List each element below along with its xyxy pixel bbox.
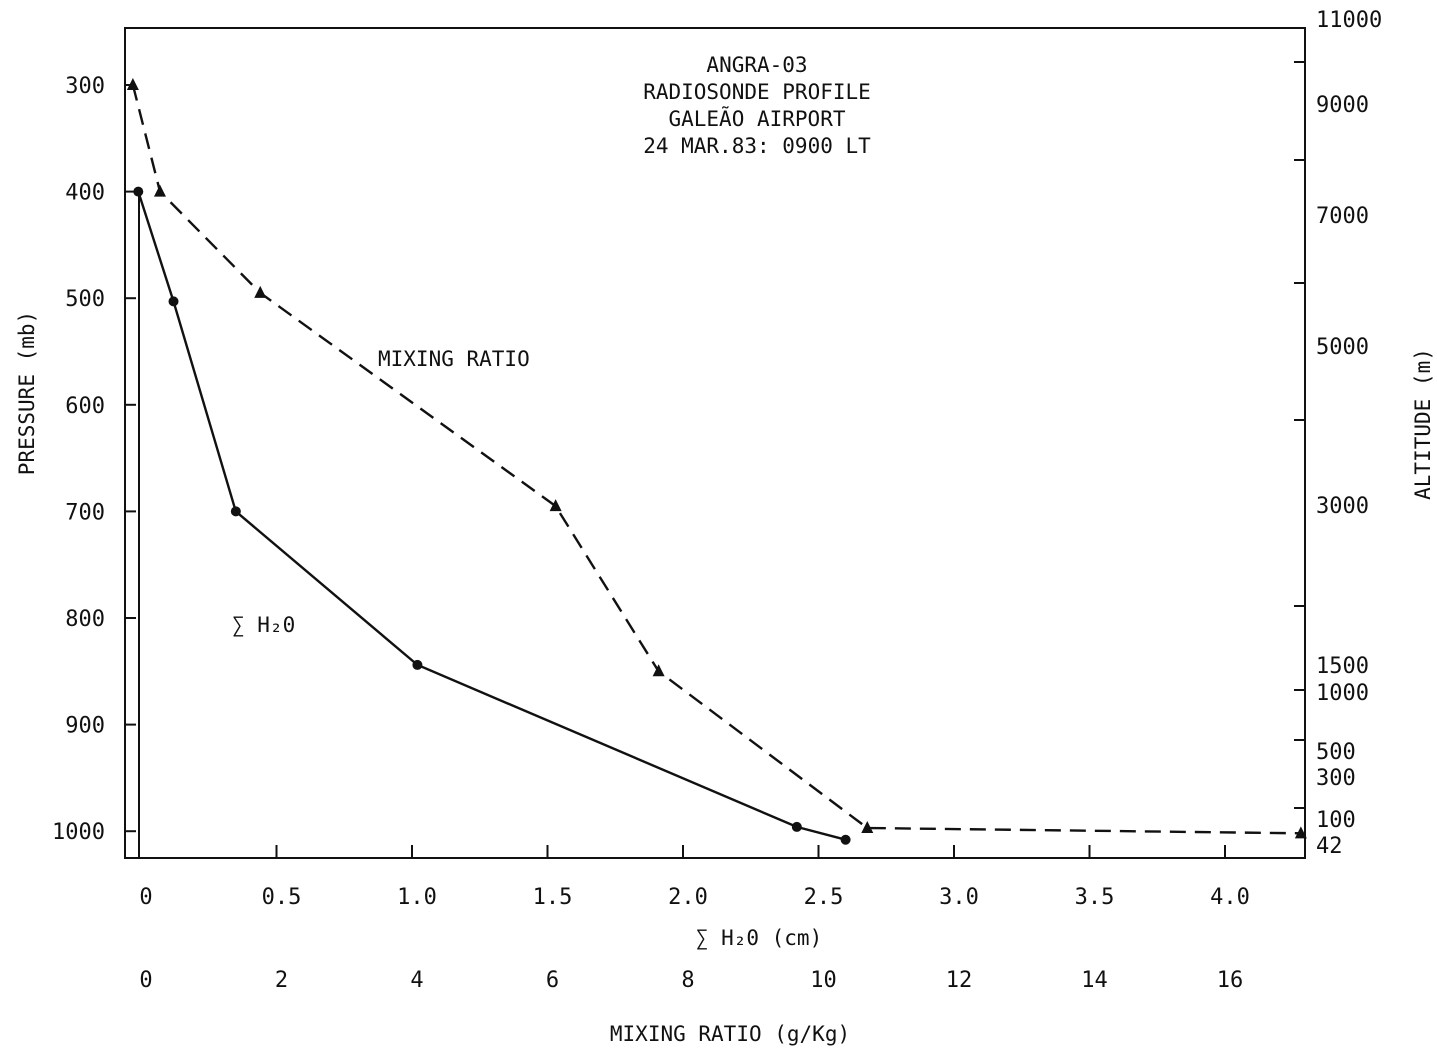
left-tick-label: 600 <box>65 394 105 419</box>
x-primary-tick-label: 3.0 <box>939 885 979 910</box>
chart-title-line-2: RADIOSONDE PROFILE <box>643 80 871 104</box>
x-primary-tick-label: 1.0 <box>397 885 437 910</box>
right-tick-label: 42 <box>1316 834 1343 859</box>
mixing-ratio-point <box>652 664 665 677</box>
sum-h2o-point <box>168 296 179 307</box>
left-axis-ticks: 300 400 500 600 700 800 900 1000 <box>52 74 136 845</box>
left-axis-title: PRESSURE (mb) <box>15 311 39 475</box>
x-axis-primary-title: ∑ H₂0 (cm) <box>696 926 822 950</box>
left-tick-label: 1000 <box>52 820 105 845</box>
right-tick-label: 300 <box>1316 766 1356 791</box>
mixing-ratio-point <box>861 821 874 834</box>
x-secondary-tick-label: 6 <box>546 968 559 993</box>
right-axis-title: ALTITUDE (m) <box>1411 348 1435 500</box>
right-tick-label: 100 <box>1316 808 1356 833</box>
x-primary-tick-label: 2.5 <box>804 885 844 910</box>
mixing-ratio-annotation: MIXING RATIO <box>378 347 530 371</box>
mixing-ratio-point <box>254 285 267 298</box>
left-tick-label: 500 <box>65 287 105 312</box>
x-axis-ticks: 0 0.5 1.0 1.5 2.0 2.5 3.0 3.5 4.0 0 2 4 6 8 10 12 14 16 <box>139 845 1250 993</box>
sum-h2o-point <box>230 506 241 517</box>
x-secondary-tick-label: 10 <box>810 968 837 993</box>
right-tick-label: 500 <box>1316 740 1356 765</box>
mixing-ratio-line <box>131 84 1301 835</box>
sum-h2o-point <box>133 186 144 197</box>
x-secondary-tick-label: 4 <box>410 968 423 993</box>
x-secondary-tick-label: 2 <box>275 968 288 993</box>
right-tick-label: 5000 <box>1316 335 1369 360</box>
x-secondary-tick-label: 8 <box>681 968 694 993</box>
chart-title-line-1: ANGRA-03 <box>706 53 807 77</box>
sum-h2o-annotation: ∑ H₂0 <box>232 613 295 637</box>
mixing-ratio-point <box>1294 826 1307 839</box>
x-primary-tick-label: 0 <box>139 885 152 910</box>
left-tick-label: 800 <box>65 607 105 632</box>
x-primary-tick-label: 4.0 <box>1210 885 1250 910</box>
series-layer <box>126 78 1307 845</box>
sum-h2o-line <box>137 191 846 841</box>
chart-title-line-4: 24 MAR.83: 0900 LT <box>643 134 871 158</box>
sum-h2o-point <box>840 834 851 845</box>
right-tick-label: 1500 <box>1316 654 1369 679</box>
chart-title-line-3: GALEÃO AIRPORT <box>668 105 845 131</box>
x-secondary-tick-label: 12 <box>946 968 973 993</box>
plot-frame <box>124 27 1306 859</box>
x-primary-tick-label: 1.5 <box>533 885 573 910</box>
left-tick-label: 900 <box>65 714 105 739</box>
x-secondary-tick-label: 14 <box>1081 968 1108 993</box>
mixing-ratio-point <box>126 78 139 90</box>
right-tick-label: 11000 <box>1316 8 1382 33</box>
left-tick-label: 700 <box>65 500 105 525</box>
x-primary-tick-label: 3.5 <box>1075 885 1115 910</box>
x-primary-tick-label: 0.5 <box>262 885 302 910</box>
right-tick-label: 7000 <box>1316 204 1369 229</box>
x-secondary-tick-label: 16 <box>1217 968 1244 993</box>
x-axis-secondary-title: MIXING RATIO (g/Kg) <box>610 1022 850 1046</box>
sum-h2o-point <box>412 659 423 670</box>
sum-h2o-point <box>791 821 802 832</box>
mixing-ratio-point <box>549 499 562 512</box>
x-primary-tick-label: 2.0 <box>668 885 708 910</box>
mixing-ratio-point <box>153 184 166 197</box>
right-tick-label: 1000 <box>1316 681 1369 706</box>
right-tick-label: 9000 <box>1316 93 1369 118</box>
x-secondary-tick-label: 0 <box>139 968 152 993</box>
right-tick-label: 3000 <box>1316 494 1369 519</box>
left-tick-label: 400 <box>65 181 105 206</box>
left-tick-label: 300 <box>65 74 105 99</box>
